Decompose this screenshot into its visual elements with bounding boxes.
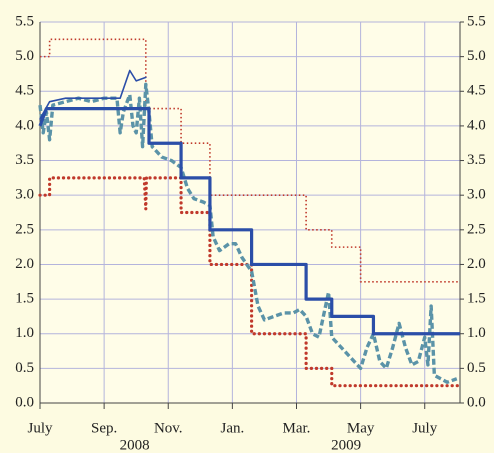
y-tick-label: 0.5 — [15, 360, 34, 376]
series-line — [38, 82, 458, 384]
x-year-label: 2009 — [331, 437, 361, 453]
series-line — [38, 106, 460, 336]
y2-tick-label: 3.0 — [467, 187, 486, 203]
y2-tick-label: 0.0 — [467, 394, 486, 410]
y-tick-label: 2.5 — [15, 221, 34, 237]
series-line — [39, 69, 147, 120]
y2-tick-label: 5.0 — [467, 48, 486, 64]
y-tick-label: 2.0 — [15, 256, 34, 272]
y2-tick-label: 1.5 — [467, 291, 486, 307]
x-tick-label: July — [27, 420, 53, 436]
y2-tick-label: 2.5 — [467, 221, 486, 237]
y-tick-label: 5.0 — [15, 48, 34, 64]
y2-tick-label: 1.0 — [467, 325, 486, 341]
y2-tick-label: 4.5 — [467, 83, 486, 99]
y2-tick-label: 4.0 — [467, 117, 486, 133]
x-tick-label: May — [347, 420, 375, 436]
x-tick-label: Mar. — [283, 420, 311, 436]
y-tick-label: 4.5 — [15, 83, 34, 99]
x-year-label: 2008 — [120, 437, 150, 453]
plot-area — [40, 22, 460, 403]
y-tick-label: 4.0 — [15, 117, 34, 133]
y2-tick-label: 3.5 — [467, 152, 486, 168]
series-line — [40, 38, 460, 283]
y-tick-label: 1.5 — [15, 291, 34, 307]
y-tick-label: 3.5 — [15, 152, 34, 168]
y-tick-label: 0.0 — [15, 394, 34, 410]
x-tick-label: July — [412, 420, 438, 436]
x-tick-label: Nov. — [154, 420, 183, 436]
y-tick-label: 1.0 — [15, 325, 34, 341]
x-tick-label: Jan. — [220, 420, 244, 436]
y2-tick-label: 5.5 — [467, 13, 486, 29]
series-line — [38, 176, 462, 388]
y-tick-label: 5.5 — [15, 13, 34, 29]
y2-tick-label: 2.0 — [467, 256, 486, 272]
x-tick-label: Sep. — [91, 420, 117, 436]
y2-tick-label: 0.5 — [467, 360, 486, 376]
y-tick-label: 3.0 — [15, 187, 34, 203]
